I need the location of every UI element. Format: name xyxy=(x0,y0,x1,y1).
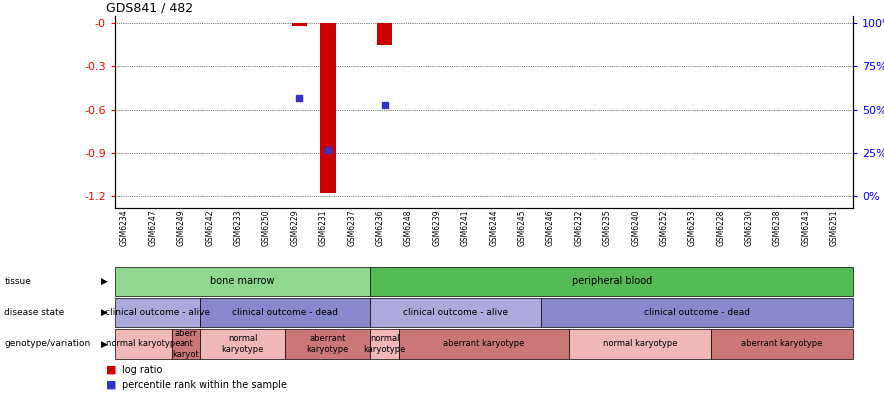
Bar xyxy=(377,23,392,45)
Text: clinical outcome - alive: clinical outcome - alive xyxy=(105,308,210,317)
Text: GSM6233: GSM6233 xyxy=(233,209,243,246)
Text: ■: ■ xyxy=(106,380,117,390)
Text: normal karyotype: normal karyotype xyxy=(603,339,677,348)
Text: ■: ■ xyxy=(106,365,117,375)
Text: aberrant
karyotype: aberrant karyotype xyxy=(307,334,349,354)
Text: GSM6253: GSM6253 xyxy=(688,209,697,246)
Text: GSM6248: GSM6248 xyxy=(404,209,413,246)
Text: GSM6246: GSM6246 xyxy=(546,209,555,246)
Text: GSM6245: GSM6245 xyxy=(517,209,527,246)
Text: GSM6243: GSM6243 xyxy=(802,209,811,246)
Text: GSM6230: GSM6230 xyxy=(744,209,754,246)
Text: aberrant karyotype: aberrant karyotype xyxy=(443,339,525,348)
Text: GSM6228: GSM6228 xyxy=(716,209,725,246)
Text: normal
karyotype: normal karyotype xyxy=(222,334,263,354)
Text: GSM6242: GSM6242 xyxy=(205,209,214,246)
Point xyxy=(377,102,392,109)
Text: GSM6252: GSM6252 xyxy=(659,209,668,246)
Text: clinical outcome - dead: clinical outcome - dead xyxy=(644,308,750,317)
Text: GSM6236: GSM6236 xyxy=(376,209,385,246)
Text: disease state: disease state xyxy=(4,308,65,317)
Text: ▶: ▶ xyxy=(101,277,108,286)
Text: ▶: ▶ xyxy=(101,339,108,348)
Text: ▶: ▶ xyxy=(101,308,108,317)
Text: tissue: tissue xyxy=(4,277,31,286)
Text: normal
karyotype: normal karyotype xyxy=(363,334,406,354)
Bar xyxy=(320,23,336,193)
Text: GSM6241: GSM6241 xyxy=(461,209,469,246)
Text: clinical outcome - dead: clinical outcome - dead xyxy=(232,308,339,317)
Text: aberrant karyotype: aberrant karyotype xyxy=(742,339,823,348)
Bar xyxy=(292,23,308,26)
Text: GSM6240: GSM6240 xyxy=(631,209,640,246)
Text: peripheral blood: peripheral blood xyxy=(572,276,652,286)
Text: GSM6235: GSM6235 xyxy=(603,209,612,246)
Text: GSM6249: GSM6249 xyxy=(177,209,186,246)
Text: GSM6232: GSM6232 xyxy=(575,209,583,246)
Point xyxy=(321,147,335,153)
Text: GSM6231: GSM6231 xyxy=(319,209,328,246)
Text: GSM6237: GSM6237 xyxy=(347,209,356,246)
Text: bone marrow: bone marrow xyxy=(210,276,275,286)
Text: log ratio: log ratio xyxy=(122,365,163,375)
Text: GSM6244: GSM6244 xyxy=(489,209,499,246)
Text: GSM6250: GSM6250 xyxy=(262,209,271,246)
Text: clinical outcome - alive: clinical outcome - alive xyxy=(403,308,508,317)
Point xyxy=(293,95,307,101)
Text: percentile rank within the sample: percentile rank within the sample xyxy=(122,380,287,390)
Text: GSM6239: GSM6239 xyxy=(432,209,441,246)
Text: aberr
ant
karyot: aberr ant karyot xyxy=(172,329,199,359)
Text: GSM6251: GSM6251 xyxy=(830,209,839,246)
Text: GSM6238: GSM6238 xyxy=(774,209,782,246)
Text: GDS841 / 482: GDS841 / 482 xyxy=(106,2,194,15)
Text: GSM6229: GSM6229 xyxy=(291,209,300,246)
Text: GSM6234: GSM6234 xyxy=(120,209,129,246)
Text: genotype/variation: genotype/variation xyxy=(4,339,91,348)
Text: normal karyotype: normal karyotype xyxy=(106,339,180,348)
Text: GSM6247: GSM6247 xyxy=(149,209,157,246)
